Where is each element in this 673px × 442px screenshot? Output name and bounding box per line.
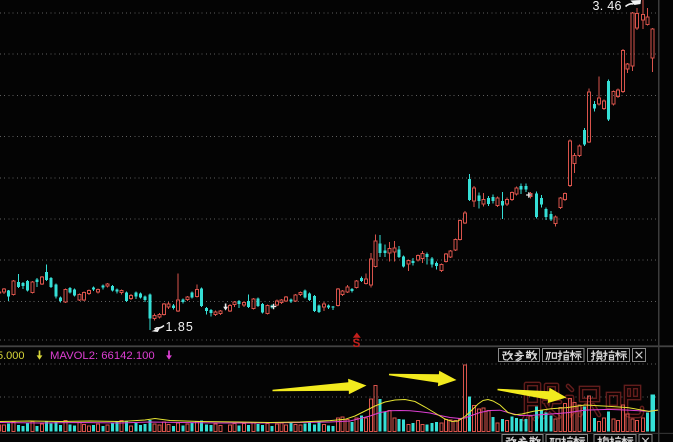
svg-text:3. 46: 3. 46 (593, 0, 622, 13)
svg-text:1.85: 1.85 (166, 320, 194, 334)
svg-text:5.000: 5.000 (0, 350, 25, 362)
svg-text:MAVOL2: 66142.100: MAVOL2: 66142.100 (50, 350, 155, 362)
svg-text:S: S (353, 338, 361, 350)
